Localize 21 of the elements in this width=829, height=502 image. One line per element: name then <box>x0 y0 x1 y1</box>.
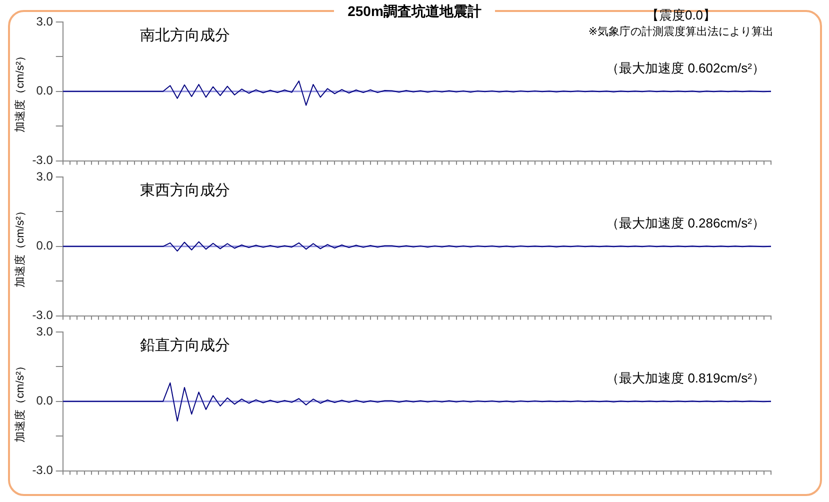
y-tick-label: 3.0 <box>36 14 54 28</box>
y-tick-label: 0.0 <box>36 84 54 98</box>
y-tick-label: -3.0 <box>32 153 54 168</box>
chart-subtitle: 東西方向成分 <box>140 182 230 200</box>
annotation: 【震度0.0】 <box>646 8 716 23</box>
annotation: ※気象庁の計測震度算出法により算出 <box>588 25 774 38</box>
y-tick-label: 0.0 <box>36 238 54 253</box>
y-tick-label: -3.0 <box>32 308 54 322</box>
y-tick-label: 3.0 <box>36 169 54 184</box>
chart-subtitle: 南北方向成分 <box>140 27 230 44</box>
y-tick-label: -3.0 <box>32 463 54 478</box>
annotation: （最大加速度 0.286cm/s²） <box>606 216 765 231</box>
y-axis-title: 加速度（cm/s²） <box>14 360 27 442</box>
y-axis-title: 加速度（cm/s²） <box>14 205 27 288</box>
y-axis-title: 加速度（cm/s²） <box>14 50 27 132</box>
annotation: （最大加速度 0.602cm/s²） <box>606 60 765 76</box>
annotation: （最大加速度 0.819cm/s²） <box>606 370 765 386</box>
y-tick-label: 3.0 <box>36 324 54 338</box>
chart-subtitle: 鉛直方向成分 <box>140 337 230 354</box>
chart-title: 250m調査坑道地震計 <box>334 3 496 19</box>
y-tick-label: 0.0 <box>36 394 54 408</box>
